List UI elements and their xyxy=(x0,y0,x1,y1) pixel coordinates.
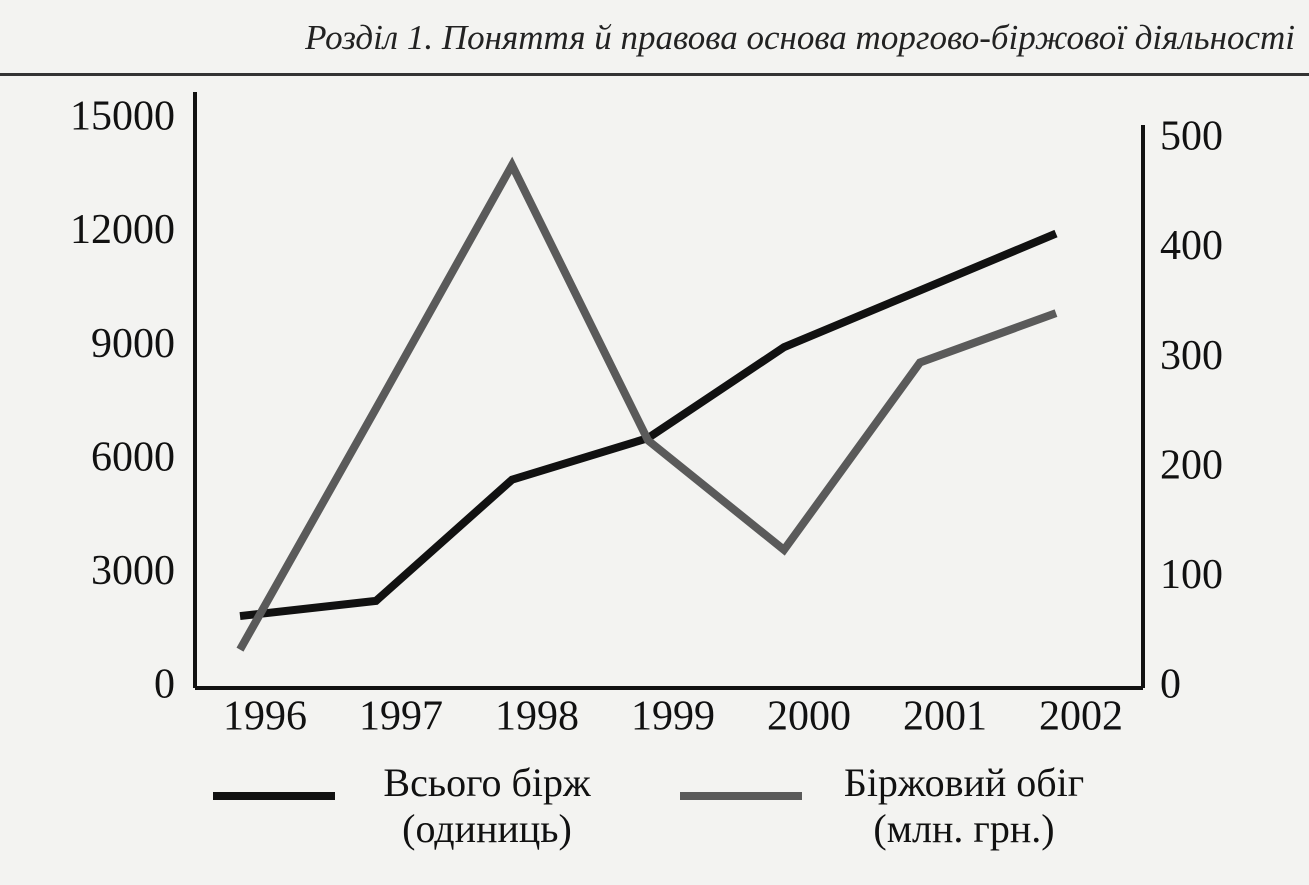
x-tick-label: 2002 xyxy=(1039,694,1123,740)
y2-tick-label: 0 xyxy=(1160,662,1181,708)
header-rule xyxy=(0,73,1309,76)
y2-tick-label: 200 xyxy=(1160,442,1223,488)
y-tick-label: 12000 xyxy=(70,207,175,253)
legend-swatch xyxy=(213,792,335,800)
x-tick-label: 1998 xyxy=(495,694,579,740)
y2-tick-label: 400 xyxy=(1160,223,1223,269)
x-tick-label: 2001 xyxy=(903,694,987,740)
x-tick-label: 1999 xyxy=(631,694,715,740)
y-tick-label: 9000 xyxy=(91,321,175,367)
y2-tick-label: 300 xyxy=(1160,333,1223,379)
y-tick-label: 15000 xyxy=(70,94,175,140)
page-header: Розділ 1. Поняття й правова основа торго… xyxy=(305,18,1295,57)
x-tick-label: 1996 xyxy=(223,694,307,740)
legend-label: Біржовий обіг (млн. грн.) xyxy=(843,760,1085,851)
y2-tick-label: 500 xyxy=(1160,114,1223,160)
legend-swatch xyxy=(680,792,802,800)
legend-item: Біржовий обіг (млн. грн.) xyxy=(680,760,1114,852)
series-line xyxy=(236,156,1058,652)
legend-label: Всього бірж (одиниць) xyxy=(383,760,591,851)
x-tick-label: 1997 xyxy=(359,694,443,740)
legend-item: Всього бірж (одиниць) xyxy=(213,760,627,852)
y-tick-label: 0 xyxy=(154,662,175,708)
y-tick-label: 6000 xyxy=(91,434,175,480)
y-tick-label: 3000 xyxy=(91,548,175,594)
y2-tick-label: 100 xyxy=(1160,552,1223,598)
x-tick-label: 2000 xyxy=(767,694,851,740)
